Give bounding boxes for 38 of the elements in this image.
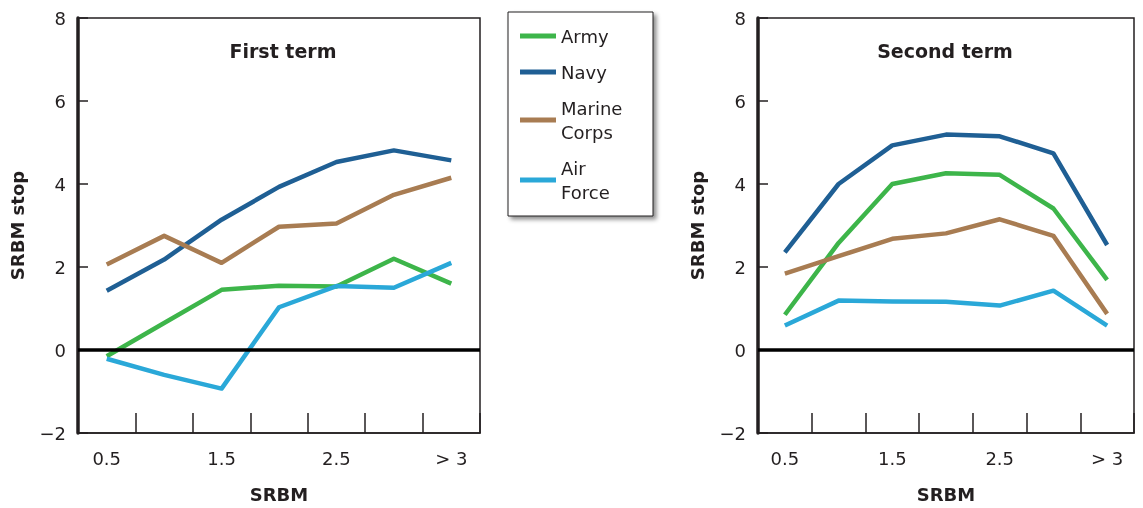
y-tick-label: 8 (54, 7, 66, 29)
y-axis-title: SRBM stop (6, 170, 28, 281)
line-series (782, 288, 1110, 328)
x-tick-label: > 3 (435, 447, 468, 469)
y-tick-label: 6 (54, 90, 66, 112)
legend-label: Air Force (561, 157, 610, 203)
x-tick-label: 1.5 (877, 447, 907, 469)
y-tick-label: −2 (39, 422, 66, 444)
legend-label: Marine Corps (561, 97, 629, 143)
y-axis-title: SRBM stop (686, 170, 708, 281)
y-tick-label: 2 (54, 256, 66, 278)
text: First term (229, 39, 337, 62)
x-tick-label: 0.5 (770, 447, 800, 469)
x-tick-label: 0.5 (92, 447, 122, 469)
line-series (104, 256, 454, 359)
text: Second term (877, 39, 1013, 62)
x-tick-label: 1.5 (207, 447, 236, 469)
x-axis-title: SRBM (249, 483, 309, 505)
y-tick-label: −2 (719, 422, 746, 444)
legend-label: Navy (561, 61, 608, 83)
x-tick-label: 2.5 (985, 447, 1015, 469)
line-series (782, 217, 1110, 317)
line-series (104, 175, 454, 267)
y-tick-label: 4 (734, 173, 746, 195)
y-tick-label: 0 (54, 339, 66, 361)
y-tick-label: 6 (734, 90, 746, 112)
line-series (104, 148, 454, 293)
line-series (782, 170, 1110, 317)
y-tick-label: 2 (734, 256, 746, 278)
line-series (782, 132, 1110, 255)
y-tick-label: 0 (734, 339, 746, 361)
x-tick-label: > 3 (1091, 447, 1124, 469)
y-tick-label: 4 (54, 173, 66, 195)
legend-label: Army (561, 25, 609, 47)
x-tick-label: 2.5 (322, 447, 351, 469)
x-axis-title: SRBM (916, 483, 976, 505)
line-series (104, 260, 454, 391)
y-tick-label: 8 (734, 7, 746, 29)
